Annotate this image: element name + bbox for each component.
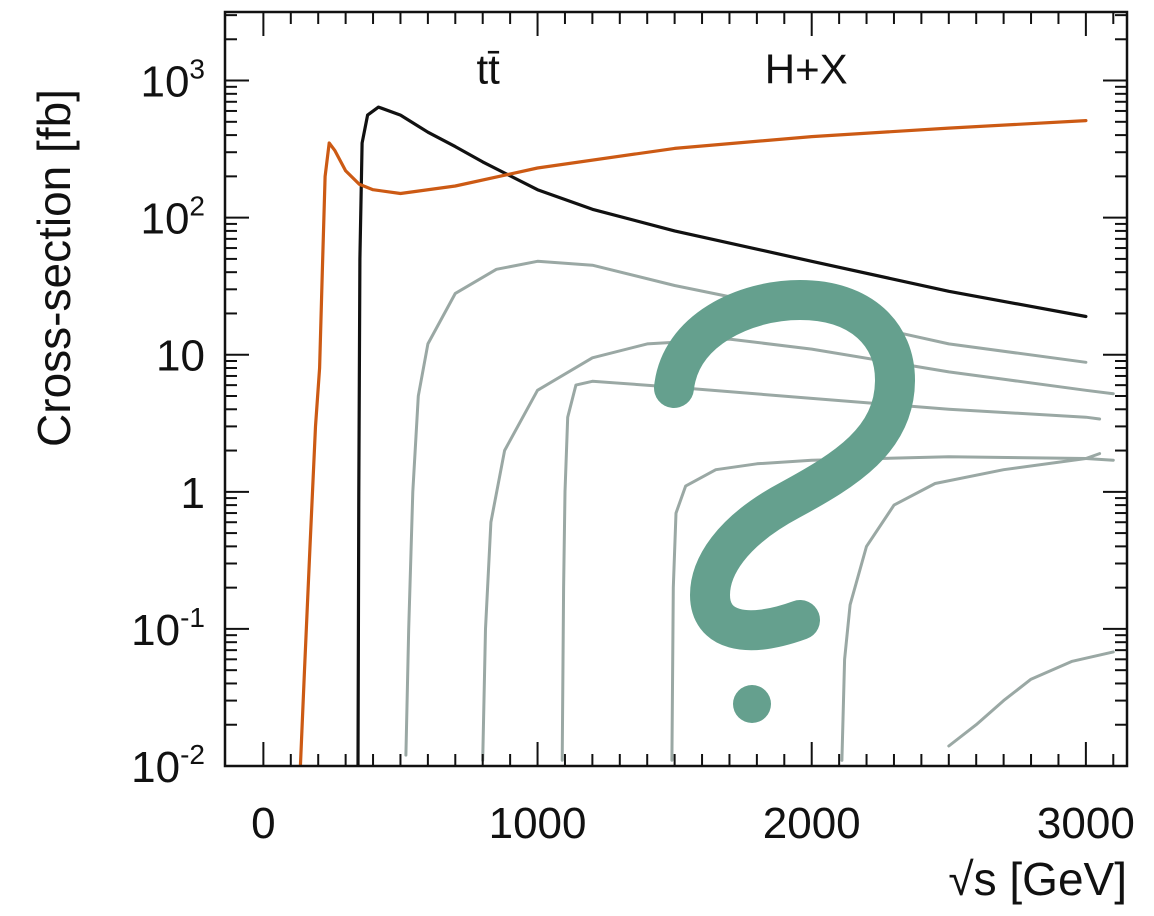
series-line-1 xyxy=(298,119,1088,766)
series-line-3 xyxy=(481,337,1115,762)
series-label-1: H+X xyxy=(765,46,848,93)
series-line-5 xyxy=(670,455,1115,762)
question-mark-icon xyxy=(654,280,915,723)
y-axis-title: Cross-section [fb] xyxy=(28,89,80,447)
series-curves xyxy=(298,105,1115,766)
x-tick-label: 1000 xyxy=(489,799,587,848)
y-tick-label: 10 xyxy=(156,332,205,381)
series-line-6 xyxy=(840,452,1102,762)
y-tick-label: 10-2 xyxy=(131,739,205,792)
series-line-7 xyxy=(947,650,1115,748)
series-label-0: tt̄ xyxy=(477,46,501,93)
x-tick-label: 0 xyxy=(251,799,275,848)
y-tick-label: 103 xyxy=(140,54,205,107)
y-tick-label: 1 xyxy=(181,469,205,518)
x-tick-label: 3000 xyxy=(1037,799,1135,848)
x-tick-label: 2000 xyxy=(763,799,861,848)
series-line-0 xyxy=(356,105,1088,766)
series-labels: tt̄ H+X xyxy=(477,46,848,93)
plot-frame xyxy=(223,10,1129,768)
question-mark-stroke xyxy=(654,280,915,651)
y-tick-label: 10-1 xyxy=(131,602,205,655)
x-axis-title: √s [GeV] xyxy=(948,853,1127,905)
question-mark-dot xyxy=(733,685,771,723)
axes: 0 1000 2000 3000 10-2 10-1 1 10 102 103 xyxy=(131,12,1135,848)
series-line-4 xyxy=(560,379,1102,762)
y-tick-label: 102 xyxy=(140,191,205,244)
